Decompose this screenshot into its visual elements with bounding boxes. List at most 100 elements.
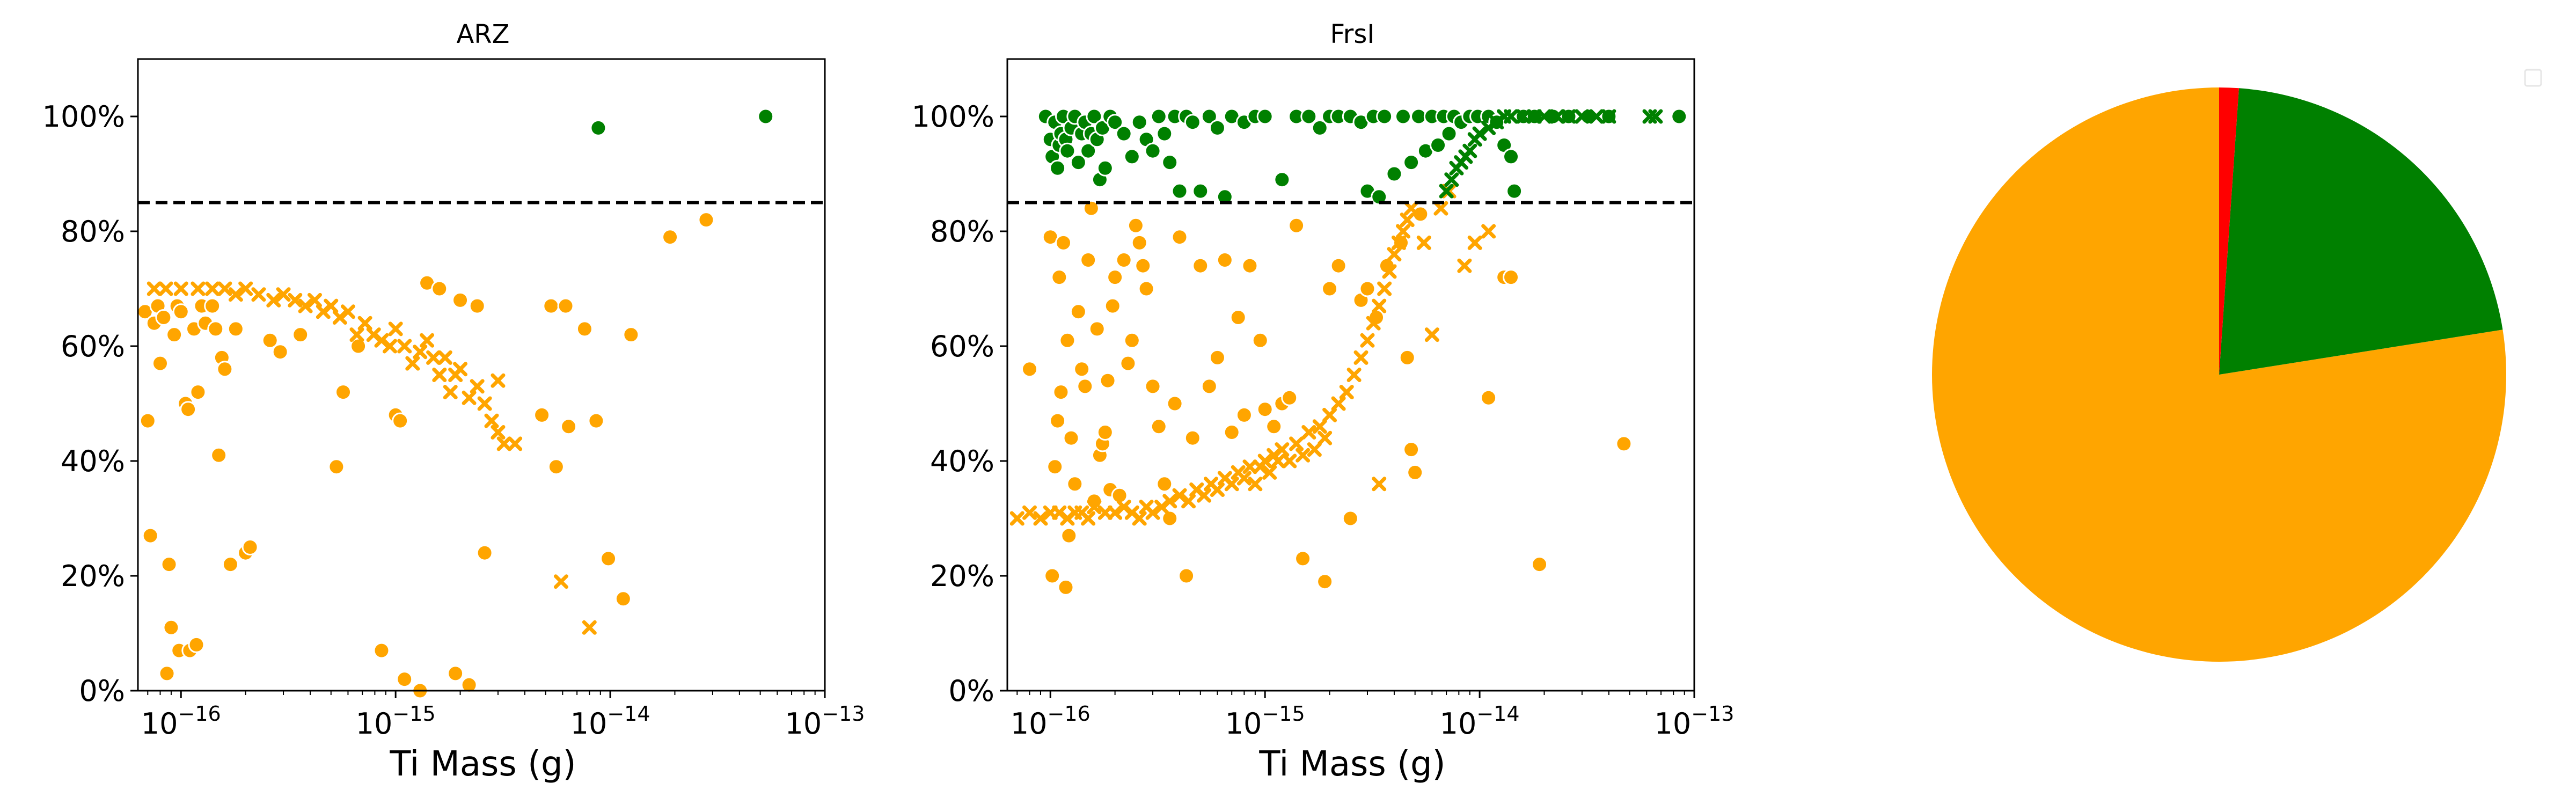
data-point-orange-x [1162, 494, 1177, 509]
data-point-orange-x [349, 327, 364, 342]
data-point-orange-circle [1044, 567, 1061, 584]
data-point-orange-circle [557, 297, 574, 314]
x-axis-ticks-frsi: 10−16 10−15 10−14 10−13 [1011, 691, 1735, 741]
data-point-green-circle [1274, 171, 1291, 188]
data-point-orange-x [1181, 494, 1196, 509]
data-point-orange-x [1197, 488, 1212, 503]
y-tick-label: 80% [61, 215, 125, 248]
data-point-orange-circle [1138, 280, 1155, 297]
y-axis-ticks-frsi: 0% 20% 40% 60% 80% 100% [912, 100, 1007, 708]
data-point-green-x [1527, 109, 1542, 124]
data-point-green-circle [1440, 125, 1458, 142]
data-point-orange-circle [1150, 418, 1167, 435]
data-point-orange-circle [1070, 303, 1087, 320]
data-point-orange-x [173, 281, 188, 296]
data-point-orange-circle [1216, 252, 1233, 268]
data-point-orange-x [437, 350, 452, 365]
data-point-orange-x [405, 356, 420, 371]
data-point-orange-x [1210, 482, 1225, 497]
x-axis-ticks-arz: 10−16 10−15 10−14 10−13 [141, 691, 865, 741]
data-point-green-circle [1201, 108, 1218, 125]
data-point-orange-circle [1256, 401, 1274, 418]
data-point-orange-circle [1166, 395, 1183, 412]
data-point-orange-circle [1294, 550, 1312, 567]
data-point-orange-circle [1265, 418, 1283, 435]
data-point-orange-circle [698, 211, 715, 229]
data-point-orange-circle [1063, 429, 1080, 447]
data-point-orange-x [1248, 477, 1263, 492]
data-point-orange-circle [431, 280, 448, 297]
data-point-orange-circle [392, 412, 409, 429]
data-point-orange-circle [623, 326, 640, 343]
data-point-orange-x [1331, 396, 1346, 411]
data-point-orange-circle [1080, 252, 1097, 268]
data-point-orange-x [1387, 247, 1402, 262]
data-point-green-x [1462, 143, 1477, 158]
data-point-orange-x [266, 292, 281, 308]
data-point-orange-circle [1066, 475, 1084, 493]
data-point-orange-circle [1115, 252, 1132, 268]
data-point-green-x [1589, 109, 1604, 124]
data-point-orange-x [432, 368, 447, 382]
x-tick-label: 10−14 [570, 702, 650, 741]
data-point-green-x [1648, 109, 1663, 124]
x-tick-label: 10−15 [1225, 702, 1305, 741]
data-point-orange-circle [1201, 378, 1218, 395]
data-point-green-circle [1086, 108, 1103, 125]
pie-slice-red [2219, 87, 2239, 375]
data-point-orange-x [1318, 430, 1333, 445]
data-point-orange-x [1372, 477, 1387, 492]
data-point-orange-circle [1055, 234, 1072, 251]
data-point-orange-x [582, 620, 597, 635]
data-point-green-circle [1192, 182, 1209, 200]
data-point-orange-circle [1073, 361, 1091, 378]
data-point-orange-x [1097, 505, 1113, 520]
data-point-orange-circle [1359, 280, 1376, 297]
data-point-orange-x [1433, 201, 1448, 216]
data-point-orange-circle [1057, 579, 1074, 596]
data-point-orange-x [1289, 436, 1304, 451]
data-point-green-x [1575, 109, 1590, 124]
y-tick-label: 20% [930, 559, 994, 593]
data-point-orange-x [1377, 281, 1392, 296]
data-point-orange-circle [452, 291, 469, 309]
data-point-orange-x [1275, 442, 1290, 457]
data-point-green-x [1516, 109, 1531, 124]
data-point-orange-circle [547, 458, 565, 475]
data-point-green-circle [1209, 119, 1226, 136]
data-point-green-circle [1059, 142, 1076, 159]
y-tick-label: 80% [930, 215, 994, 248]
data-point-orange-circle [222, 556, 239, 573]
data-point-orange-x [1391, 235, 1406, 250]
data-point-orange-circle [1480, 389, 1497, 406]
data-point-orange-circle [1321, 280, 1338, 297]
data-point-orange-circle [292, 326, 309, 343]
data-point-orange-x [1481, 224, 1496, 239]
data-point-green-circle [1430, 137, 1447, 153]
data-point-orange-x [1022, 505, 1037, 520]
data-point-orange-x [453, 362, 468, 377]
y-tick-label: 100% [42, 100, 125, 134]
x-tick-label: 10−13 [1655, 702, 1735, 741]
data-point-orange-circle [160, 556, 178, 573]
data-point-orange-circle [1192, 257, 1209, 274]
data-point-orange-x [1257, 453, 1272, 469]
data-point-orange-circle [1119, 355, 1137, 372]
data-point-orange-circle [1342, 510, 1359, 527]
data-point-orange-circle [476, 544, 493, 561]
scatter-panel-arz: ARZ 0%20%40%60%80%100% 10−16 10−15 10−14 10… [42, 19, 865, 784]
data-point-orange-circle [460, 676, 478, 693]
y-tick-label: 40% [61, 444, 125, 478]
data-point-orange-x [508, 436, 523, 451]
legend-box [2524, 69, 2542, 87]
data-point-green-circle [1386, 165, 1403, 182]
data-point-orange-x [288, 292, 303, 308]
data-point-green-circle [1216, 188, 1233, 206]
data-point-orange-x [484, 413, 499, 428]
data-point-orange-x [276, 287, 291, 302]
data-point-orange-circle [1104, 297, 1121, 314]
data-point-orange-x [238, 281, 253, 296]
data-point-green-circle [1107, 114, 1124, 131]
data-point-orange-x [382, 339, 397, 354]
data-point-orange-x [443, 385, 458, 400]
